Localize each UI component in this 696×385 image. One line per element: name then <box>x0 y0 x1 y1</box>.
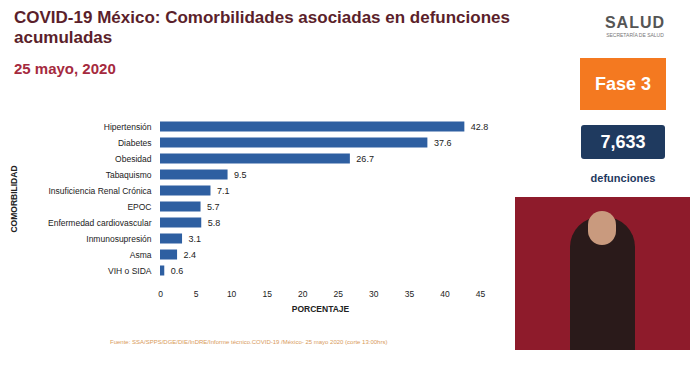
html-text:Fuente: SSA/SPPS/DGE/DIE/InDRE: Fuente: SSA/SPPS/DGE/DIE/InDRE/Informe t… <box>110 339 388 345</box>
html-text:Fase 3: Fase 3 <box>595 73 651 94</box>
svg-text:0.6: 0.6 <box>171 266 184 276</box>
html-text:25 mayo, 2020: 25 mayo, 2020 <box>14 60 116 77</box>
svg-text:30: 30 <box>369 289 379 299</box>
html-text:SECRETARÍA DE SALUD: SECRETARÍA DE SALUD <box>606 32 664 38</box>
svg-text:15: 15 <box>262 289 272 299</box>
svg-text:20: 20 <box>298 289 308 299</box>
svg-text:2.4: 2.4 <box>184 250 197 260</box>
html-text:7,633: 7,633 <box>600 131 646 152</box>
svg-text:5: 5 <box>194 289 199 299</box>
svg-text:Diabetes: Diabetes <box>118 138 152 148</box>
svg-text:45: 45 <box>476 289 486 299</box>
html-text:COVID-19 México: Comorbilidade: COVID-19 México: Comorbilidades asociada… <box>14 8 510 47</box>
svg-text:35: 35 <box>405 289 415 299</box>
svg-text:Obesidad: Obesidad <box>115 154 152 164</box>
svg-text:EPOC: EPOC <box>127 202 151 212</box>
svg-text:25: 25 <box>334 289 344 299</box>
svg-text:0: 0 <box>158 289 163 299</box>
svg-text:Inmunosupresión: Inmunosupresión <box>86 234 151 244</box>
html-text:SALUD: SALUD <box>604 14 665 31</box>
svg-text:7.1: 7.1 <box>217 186 230 196</box>
svg-text:5.8: 5.8 <box>208 218 221 228</box>
svg-text:Asma: Asma <box>130 250 152 260</box>
svg-text:Tabaquismo: Tabaquismo <box>106 170 152 180</box>
svg-text:10: 10 <box>227 289 237 299</box>
svg-text:Enfermedad cardiovascular: Enfermedad cardiovascular <box>48 218 152 228</box>
svg-text:5.7: 5.7 <box>207 202 220 212</box>
svg-text:3.1: 3.1 <box>189 234 202 244</box>
svg-text:PORCENTAJE: PORCENTAJE <box>292 304 350 314</box>
html-text:defunciones: defunciones <box>590 172 656 184</box>
svg-text:37.6: 37.6 <box>434 138 452 148</box>
svg-text:26.7: 26.7 <box>356 154 374 164</box>
svg-text:Insuficiencia Renal Crónica: Insuficiencia Renal Crónica <box>49 186 152 196</box>
svg-text:40: 40 <box>440 289 450 299</box>
svg-text:42.8: 42.8 <box>471 122 489 132</box>
svg-text:VIH o SIDA: VIH o SIDA <box>108 266 152 276</box>
svg-text:COMORBILIDAD: COMORBILIDAD <box>9 165 19 232</box>
svg-text:Hipertensión: Hipertensión <box>104 122 152 132</box>
svg-text:9.5: 9.5 <box>234 170 247 180</box>
